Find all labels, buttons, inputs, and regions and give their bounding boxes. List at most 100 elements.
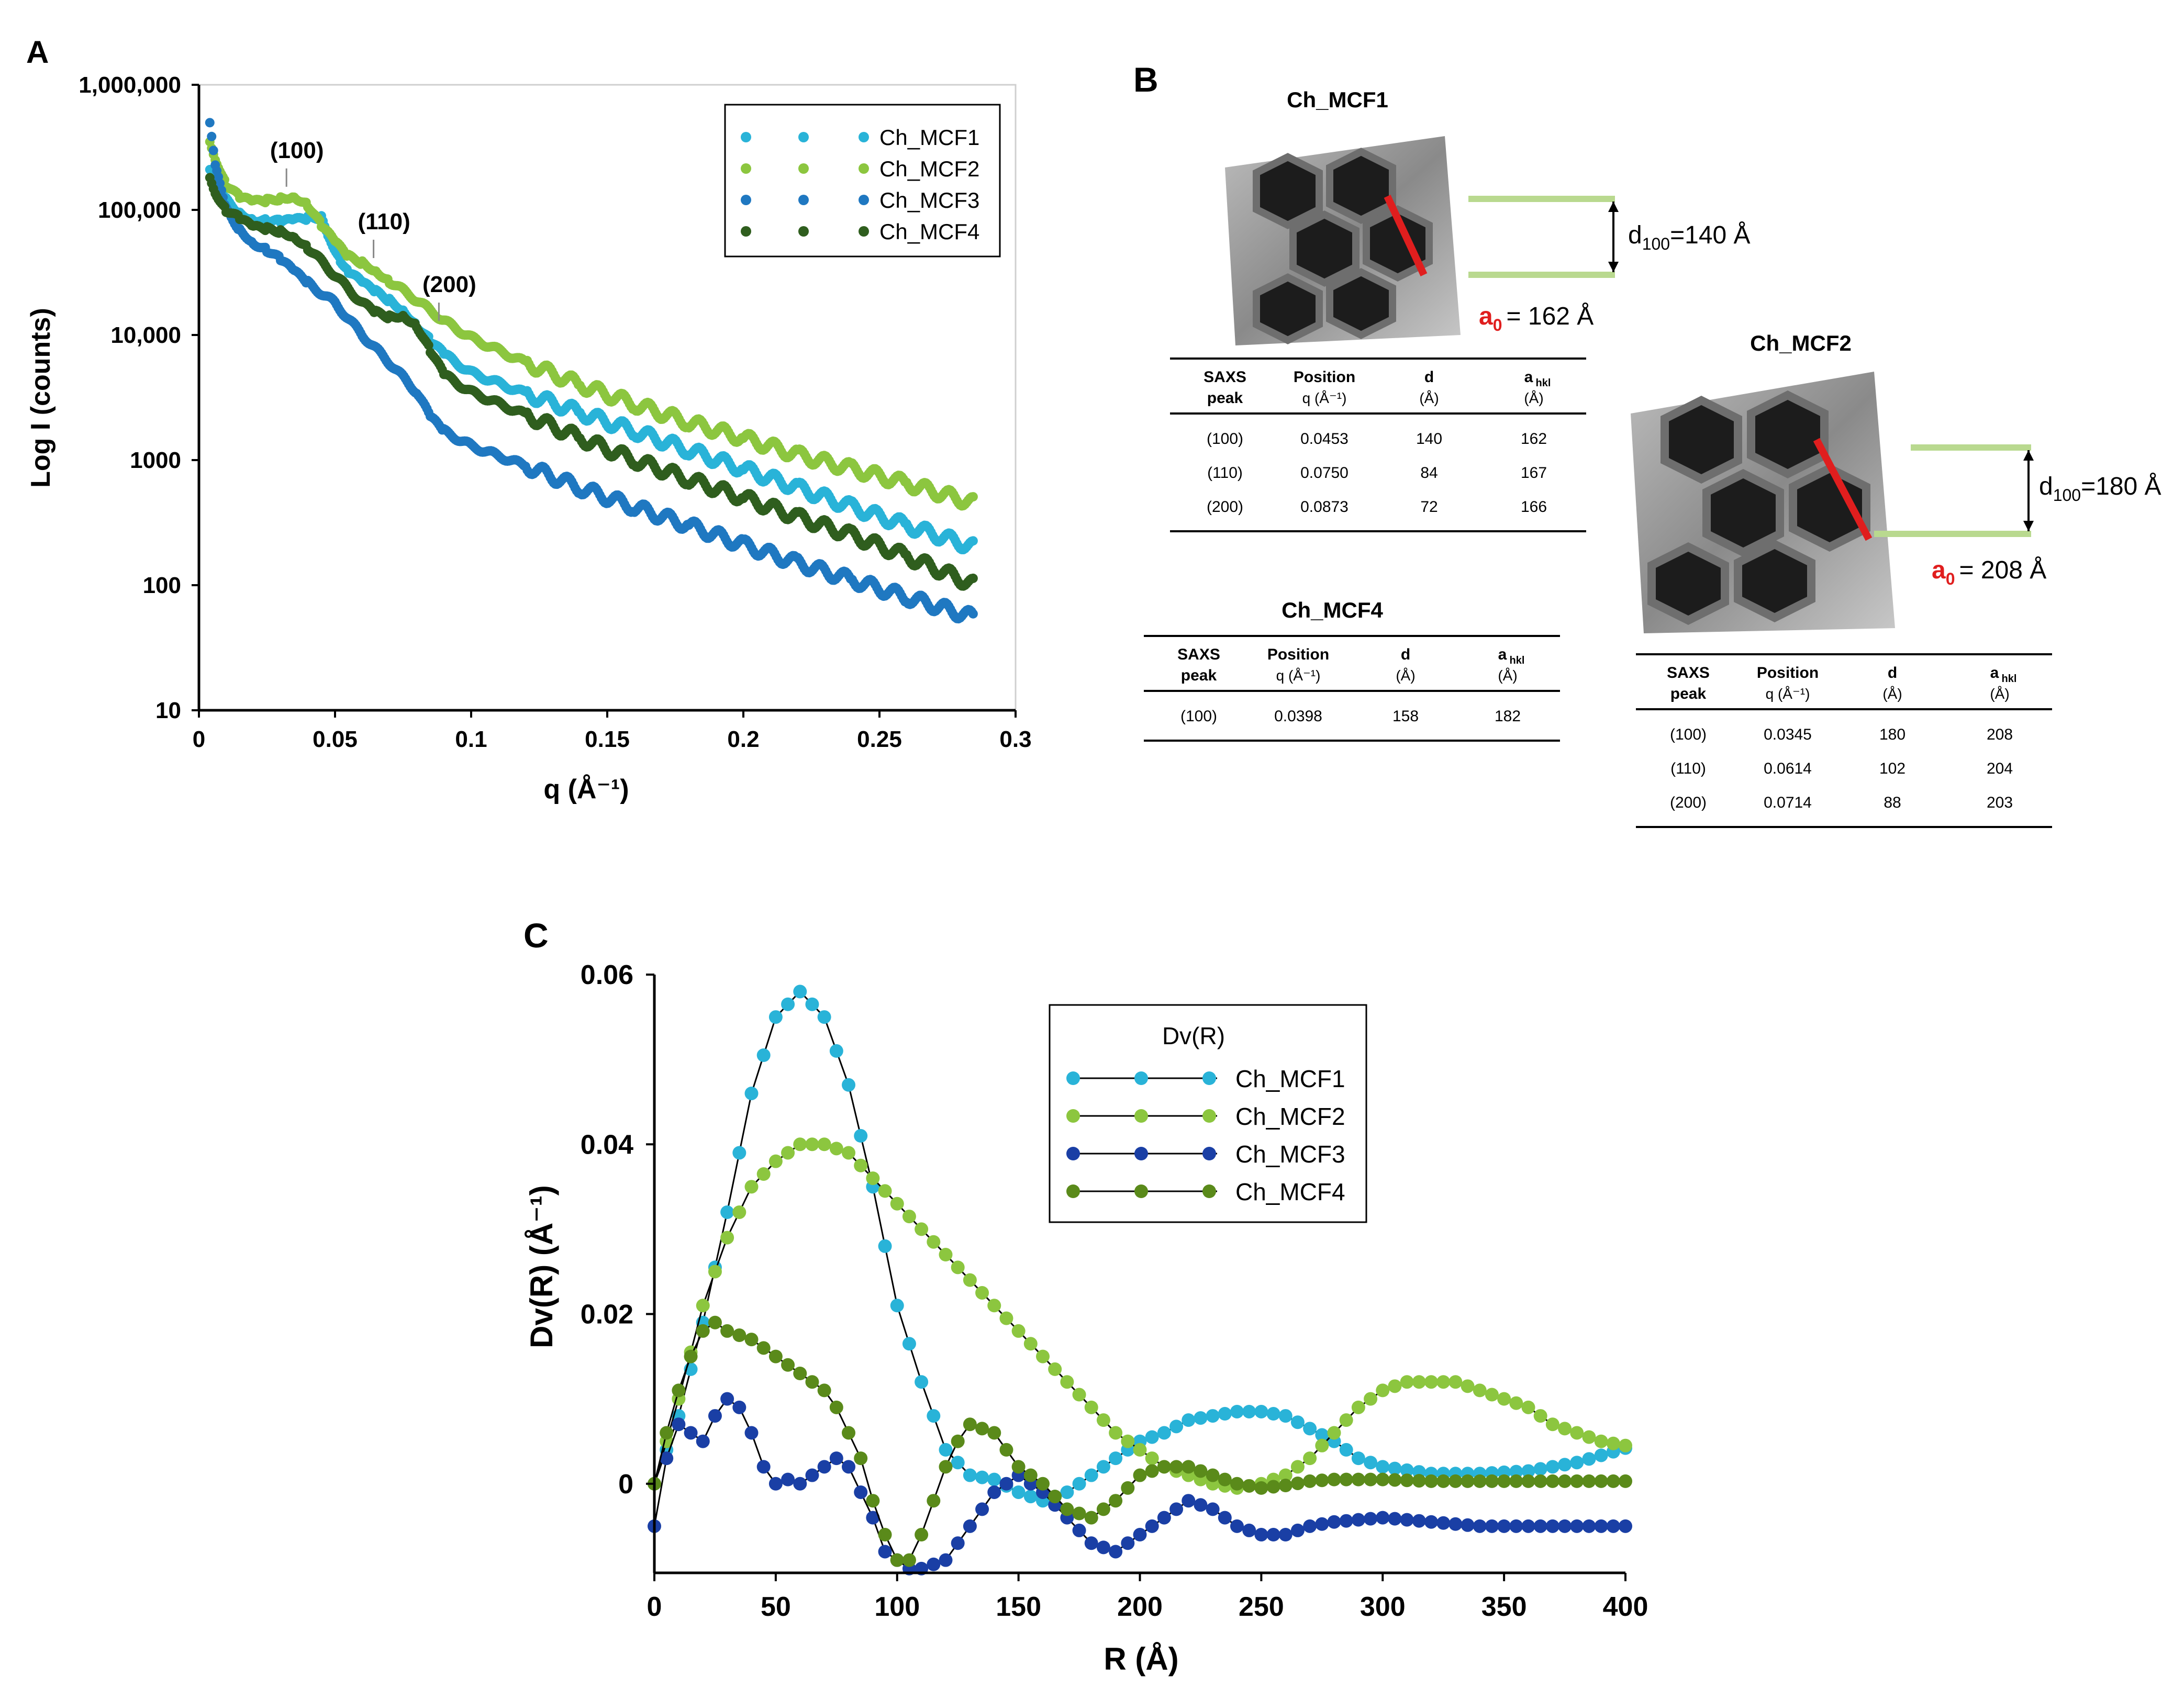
table-header-cell: (Å) [1990,686,2009,702]
chart-c-point [744,1333,759,1347]
chart-c-point [1509,1519,1523,1533]
chart-c-point [1533,1462,1547,1476]
chart-c-y-tick-label: 0 [618,1469,633,1500]
saxs-intensity-chart: 0 0.05 0.1 0.15 0.2 0.25 0.3 10 100 1000 10,000 100… [26,72,1032,804]
chart-c-point [696,1434,710,1448]
chart-c-point [939,1248,953,1262]
chart-c-point [1194,1411,1208,1425]
table-header-subscript: hkl [2002,673,2017,685]
chart-c-point [1533,1474,1547,1488]
mcf1-a0-indicator [1384,195,1428,276]
chart-a-y-tick-label: 1000 [130,448,181,473]
chart-c-point [1558,1458,1572,1472]
chart-c-legend-marker [1202,1109,1216,1123]
chart-c-point [1497,1392,1511,1406]
chart-c-point [720,1324,734,1338]
chart-c-point [1023,1337,1038,1351]
chart-c-point [915,1375,929,1389]
chart-a-legend-label: Ch_MCF1 [879,125,979,150]
chart-c-legend-label: Ch_MCF2 [1235,1103,1345,1130]
mcf1-d100-label: d100=140 Å [1628,221,1751,253]
table-cell: 72 [1420,498,1438,516]
chart-c-point [1290,1460,1305,1474]
chart-c-point [1412,1375,1426,1389]
chart-c-point [1206,1409,1220,1423]
chart-c-point [781,1146,795,1160]
chart-c-legend: Dv(R) Ch_MCF1 Ch_MCF2 Ch_MCF3 Ch_MCF4 [1049,1004,1367,1223]
table-cell: 0.0714 [1764,794,1812,811]
chart-c-point [1473,1519,1487,1533]
chart-c-x-tick-label: 100 [874,1592,920,1622]
chart-c-point [1303,1474,1317,1488]
chart-c-point [708,1315,722,1329]
chart-c-point [1023,1490,1038,1504]
chart-c-point [1327,1515,1341,1529]
table-header-cell: SAXS [1177,646,1220,663]
chart-c-point [805,997,819,1011]
chart-c-point [696,1299,710,1313]
chart-c-point [1242,1523,1256,1537]
panel-label-c: C [523,916,549,955]
chart-c-point [781,1358,795,1372]
chart-a-legend-marker [798,226,809,237]
chart-c-point [1060,1502,1074,1516]
table-header-cell: peak [1181,667,1217,684]
chart-c-point [1194,1498,1208,1512]
chart-c-point [1121,1536,1135,1550]
chart-c-point [1254,1404,1268,1418]
chart-c-point [1206,1502,1220,1516]
chart-c-point [963,1273,977,1287]
chart-c-point [878,1545,892,1559]
chart-c-point [793,1367,807,1380]
chart-a-legend-marker [798,163,809,174]
chart-c-point [1194,1464,1208,1478]
table-header-cell: a [1524,368,1533,386]
chart-c-point [866,1494,880,1508]
chart-c-point [1533,1409,1547,1423]
table-header-cell: q (Å⁻¹) [1302,390,1347,406]
chart-c-point [1133,1528,1147,1542]
table-cell: 182 [1495,708,1521,725]
table-cell: 0.0345 [1764,726,1812,743]
chart-c-point [1619,1519,1632,1533]
chart-c-point [1048,1490,1062,1504]
chart-c-point [732,1146,746,1160]
chart-c-point [1133,1443,1147,1457]
table-header-cell: SAXS [1667,664,1710,681]
chart-c-point [1206,1468,1220,1482]
chart-c-point [768,1477,783,1491]
chart-c-point [1109,1545,1123,1559]
chart-c-point [756,1460,771,1474]
chart-c-point [1084,1511,1098,1525]
chart-c-point [1436,1516,1451,1530]
chart-c-point [1424,1474,1438,1488]
chart-c-point [1278,1409,1292,1423]
chart-c-legend-marker [1202,1147,1216,1160]
chart-c-point [1303,1519,1317,1533]
chart-c-point [1023,1468,1038,1482]
chart-a-x-tick-label: 0.25 [857,726,902,752]
chart-c-x-tick-label: 200 [1117,1592,1163,1622]
chart-c-y-tick-label: 0.06 [581,960,633,990]
chart-a-series-ch-mcf1 [205,164,978,555]
chart-c-point [1133,1468,1147,1482]
chart-c-point [744,1426,759,1440]
panel-label-a: A [26,35,49,70]
chart-c-point [660,1451,674,1466]
chart-c-point [1485,1388,1499,1402]
chart-c-point [866,1171,880,1186]
chart-c-point [1388,1512,1402,1526]
chart-a-point [424,340,433,350]
chart-c-point [817,1460,831,1474]
chart-c-point [842,1146,855,1160]
chart-c-x-tick-label: 150 [996,1592,1041,1622]
chart-c-point [672,1383,686,1398]
table-header-cell: a [1990,664,1999,681]
table-header-cell: d [1424,368,1434,386]
chart-a-series [205,118,978,624]
chart-a-y-tick-label: 100,000 [98,197,181,223]
table-header-cell: q (Å⁻¹) [1766,686,1810,702]
chart-c-point [1400,1473,1414,1488]
